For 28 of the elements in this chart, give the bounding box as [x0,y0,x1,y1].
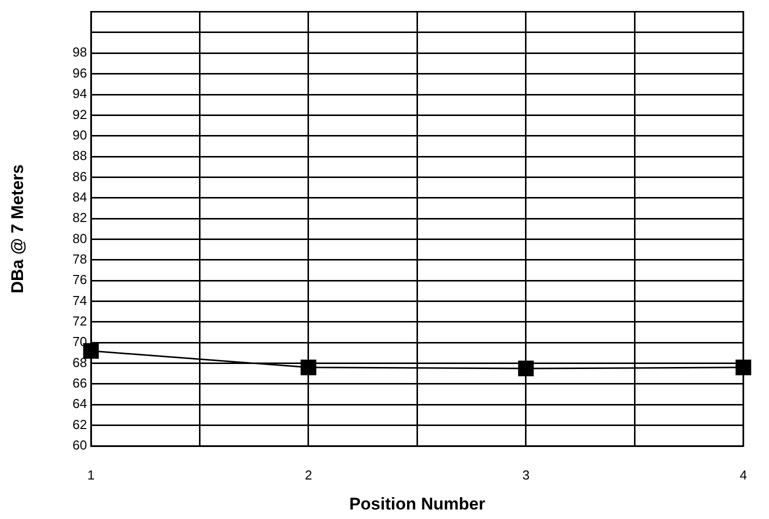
point [736,360,752,376]
y-tick-label: 72 [72,314,87,329]
x-tick-label: 1 [87,467,95,482]
x-tick-label: 4 [740,467,747,482]
y-tick-label: 92 [72,106,87,122]
y-tick-label: 98 [72,44,87,60]
y-tick-label: 96 [72,65,87,80]
y-tick-label: 88 [72,148,87,164]
x-tick-label: 3 [522,467,530,482]
y-tick-label: 94 [72,86,87,102]
y-tick-label: 74 [72,292,87,308]
y-tick-label: 84 [72,189,87,204]
x-axis-title: Position Number [349,494,486,514]
y-tick-label: 60 [72,438,87,453]
y-tick-label: 90 [72,127,87,142]
point [518,360,534,376]
y-tick-label: 64 [72,396,87,412]
y-tick-label: 82 [72,210,87,226]
x-tick-label: 2 [304,467,312,482]
y-tick-label: 62 [72,416,87,432]
point [300,360,316,376]
y-axis-title: DBa @ 7 Meters [8,164,27,294]
y-tick-label: 80 [72,230,87,246]
y-tick-label: 76 [72,272,87,288]
y-tick-label: 78 [72,251,87,266]
y-tick-label: 68 [72,354,87,370]
y-tick-label: 66 [72,376,87,391]
y-tick-label: 86 [72,168,87,184]
